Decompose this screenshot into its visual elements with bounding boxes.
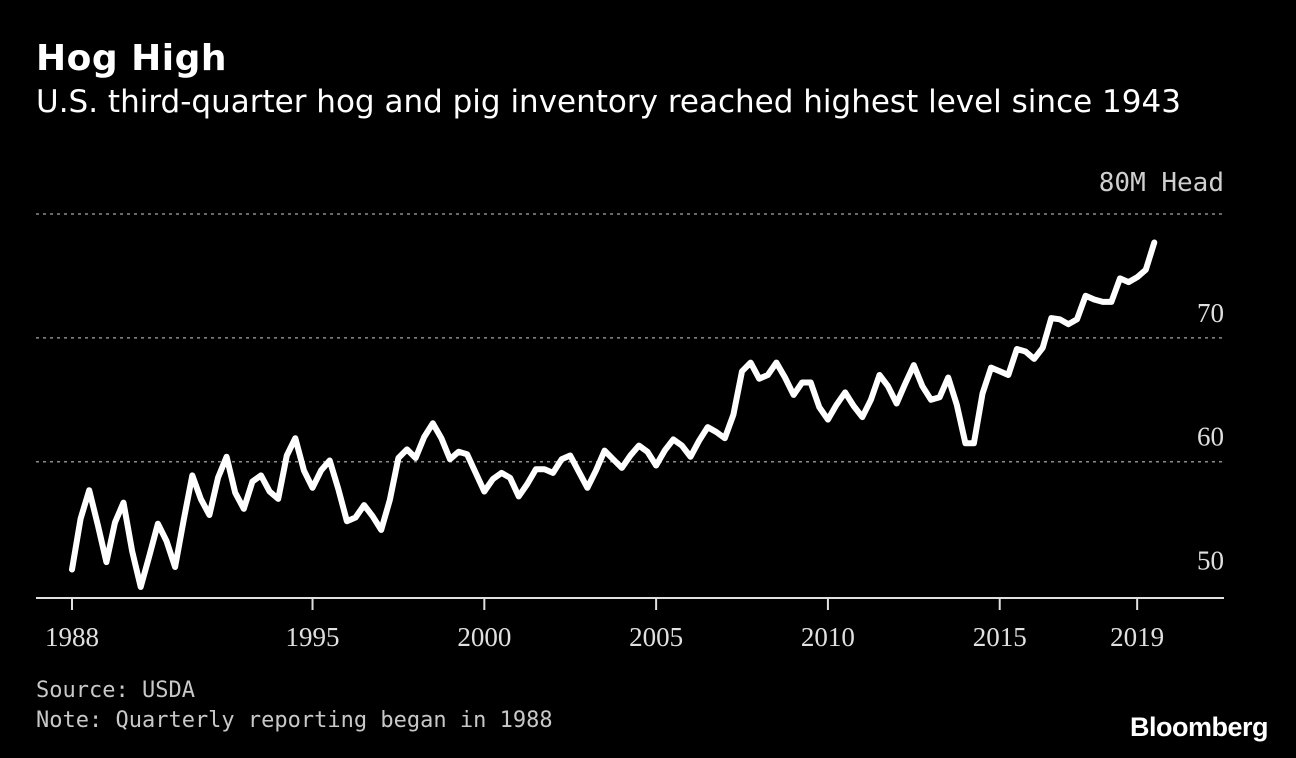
x-tick-label: 2015	[973, 622, 1027, 652]
x-tick-label: 2019	[1110, 622, 1164, 652]
y-tick-labels: 50 60 70	[1197, 298, 1224, 576]
y-tick-label: 70	[1197, 298, 1224, 328]
x-tick-label: 2010	[801, 622, 855, 652]
chart-title: Hog High	[36, 38, 228, 79]
y-tick-label: 50	[1197, 546, 1224, 576]
chart-subtitle: U.S. third-quarter hog and pig inventory…	[36, 84, 1181, 120]
x-tick-label: 2000	[457, 622, 511, 652]
source-note: Source: USDA	[36, 678, 195, 703]
x-tick-label: 2005	[629, 622, 683, 652]
y-axis-unit-label: 80M Head	[1098, 168, 1224, 198]
x-tick-label: 1995	[286, 622, 340, 652]
footnotes: Source: USDA Note: Quarterly reporting b…	[36, 676, 553, 736]
methodology-note: Note: Quarterly reporting began in 1988	[36, 708, 553, 733]
x-axis: 1988 1995 2000 2005 2010 2015 2019	[36, 597, 1224, 652]
series-group	[69, 239, 1158, 590]
bloomberg-logo: Bloomberg	[1129, 712, 1269, 742]
y-tick-label: 60	[1197, 422, 1224, 452]
x-tick-label: 1988	[45, 622, 99, 652]
series-line-hog-inventory	[69, 239, 1158, 590]
gridlines	[36, 213, 1224, 463]
